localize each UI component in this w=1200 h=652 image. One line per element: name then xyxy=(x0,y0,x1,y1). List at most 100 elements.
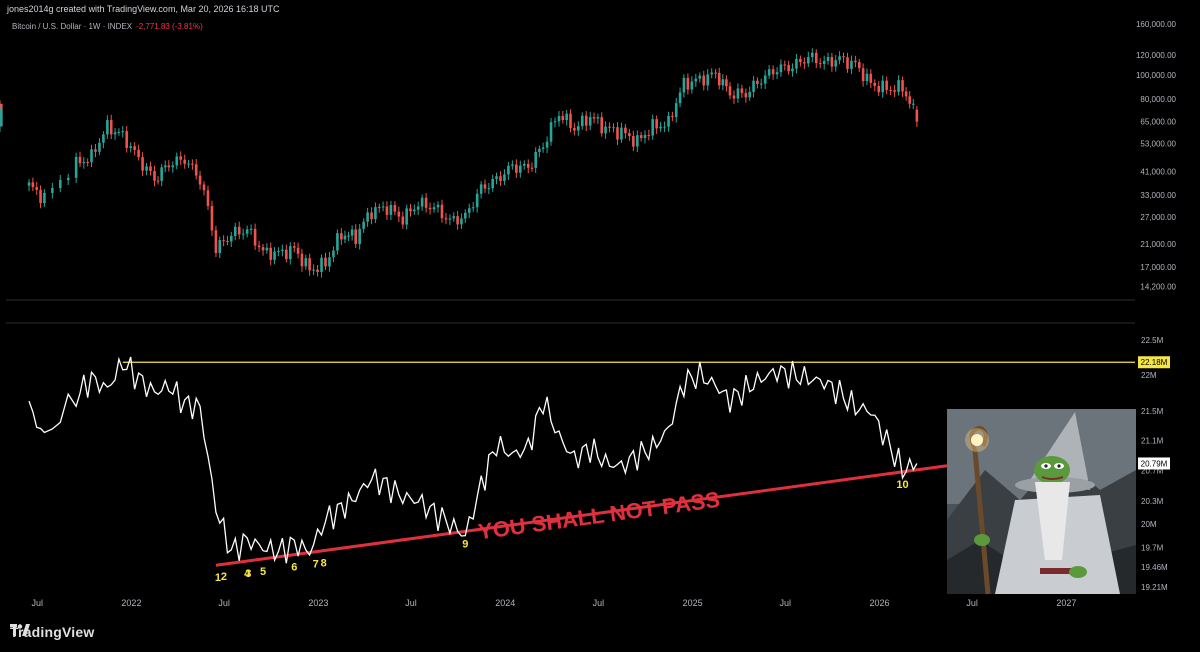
candle-body xyxy=(515,164,518,173)
candle-body xyxy=(285,249,288,260)
candle-body xyxy=(288,246,292,260)
candle-body xyxy=(257,245,261,248)
touch-label: 10 xyxy=(896,479,908,491)
candle-body xyxy=(129,146,132,148)
candle-body xyxy=(66,177,70,181)
candle-body xyxy=(413,209,416,212)
candle-body xyxy=(799,58,802,63)
candle-body xyxy=(822,60,826,64)
last-value-badge xyxy=(1138,457,1170,470)
resistance-value-badge xyxy=(1138,356,1170,369)
candle-body xyxy=(655,119,658,129)
candle-body xyxy=(82,161,86,164)
candle-body xyxy=(561,116,565,120)
price-axis-tick: 17,000.00 xyxy=(1140,263,1176,272)
candle-body xyxy=(604,126,607,134)
candle-body xyxy=(121,131,125,133)
candle-body xyxy=(471,207,475,209)
candle-body xyxy=(834,60,838,67)
chart-canvas[interactable]: 160,000.00 120,000.00 100,000.00 80,000.00 6… xyxy=(0,0,1200,612)
candle-body xyxy=(686,77,690,90)
candle-body xyxy=(308,258,311,271)
candle-body xyxy=(343,235,347,240)
tradingview-brand[interactable]: TradingView xyxy=(10,624,94,640)
candle-body xyxy=(332,250,335,258)
candle-body xyxy=(51,187,54,193)
time-axis-tick: Jul xyxy=(405,598,417,608)
candle-body xyxy=(179,156,183,160)
time-axis-tick: Jul xyxy=(780,598,792,608)
candle-body xyxy=(381,206,385,208)
indicator-axis-tick: 19.7M xyxy=(1141,544,1164,553)
candle-body xyxy=(452,216,456,219)
candle-body xyxy=(324,257,327,267)
price-axis-tick: 14,200.00 xyxy=(1140,282,1176,291)
top-bar: jones2014g created with TradingView.com,… xyxy=(0,0,1200,18)
candle-body xyxy=(233,226,237,236)
candle-body xyxy=(728,86,732,96)
candle-body xyxy=(643,134,647,139)
candle-body xyxy=(237,226,241,235)
candle-body xyxy=(553,121,557,123)
candle-body xyxy=(814,52,818,64)
candle-body xyxy=(717,72,721,86)
candle-body xyxy=(218,240,222,253)
candle-body xyxy=(639,135,643,139)
candle-body xyxy=(811,52,814,58)
candle-body xyxy=(198,175,202,185)
candle-body xyxy=(783,64,787,66)
legend-change: -2,771.83 (-3.81%) xyxy=(136,22,203,31)
candle-body xyxy=(483,184,487,189)
candle-body xyxy=(771,69,775,75)
candle-body xyxy=(592,117,596,119)
wizard-image xyxy=(947,409,1136,595)
candle-body xyxy=(706,74,710,86)
credit-text: jones2014g created with TradingView.com,… xyxy=(7,4,280,14)
candle-body xyxy=(877,85,881,93)
candle-body xyxy=(206,190,210,206)
candle-body xyxy=(86,161,89,163)
time-axis: Jul 2022 Jul 2023 Jul 2024 Jul 2025 Jul 2026 Jul 20… xyxy=(31,598,1076,608)
candle-body xyxy=(807,57,810,64)
candle-body xyxy=(596,117,600,119)
candle-body xyxy=(191,163,194,165)
candle-body xyxy=(358,228,361,244)
candle-body xyxy=(779,64,783,73)
candle-body xyxy=(838,56,841,61)
candle-body xyxy=(202,184,206,191)
candle-body xyxy=(160,167,163,181)
candle-body xyxy=(854,60,857,63)
candle-body xyxy=(102,134,105,143)
candle-body xyxy=(725,79,728,87)
support-trendline xyxy=(215,464,948,567)
candle-body xyxy=(534,151,537,168)
candle-body xyxy=(175,156,179,166)
candle-body xyxy=(893,90,896,92)
candle-body xyxy=(98,142,101,152)
candle-body xyxy=(137,149,140,158)
candle-body xyxy=(374,207,377,220)
indicator-axis-tick: 19.46M xyxy=(1141,563,1168,572)
candle-body xyxy=(43,192,46,204)
candle-body xyxy=(397,211,401,217)
touch-label: 7 xyxy=(313,559,319,571)
indicator-line xyxy=(28,356,918,564)
candle-body xyxy=(842,56,845,58)
price-axis-tick: 160,000.00 xyxy=(1136,20,1177,29)
candle-body xyxy=(775,72,779,75)
candle-body xyxy=(479,184,483,194)
candle-body xyxy=(869,73,873,83)
candle-body xyxy=(538,148,541,152)
annotation-you-shall-not-pass: YOU SHALL NOT PASS xyxy=(477,487,722,545)
candle-body xyxy=(908,96,912,104)
candle-body xyxy=(39,189,42,204)
price-axis-tick: 27,000.00 xyxy=(1140,213,1176,222)
candle-body xyxy=(588,117,592,126)
candle-body xyxy=(901,80,904,92)
time-axis-tick: Jul xyxy=(593,598,605,608)
candle-body xyxy=(296,247,300,254)
brand-text: TradingView xyxy=(10,624,95,640)
time-axis-tick: 2024 xyxy=(495,598,515,608)
candle-body xyxy=(904,91,908,97)
candle-body xyxy=(113,132,117,135)
